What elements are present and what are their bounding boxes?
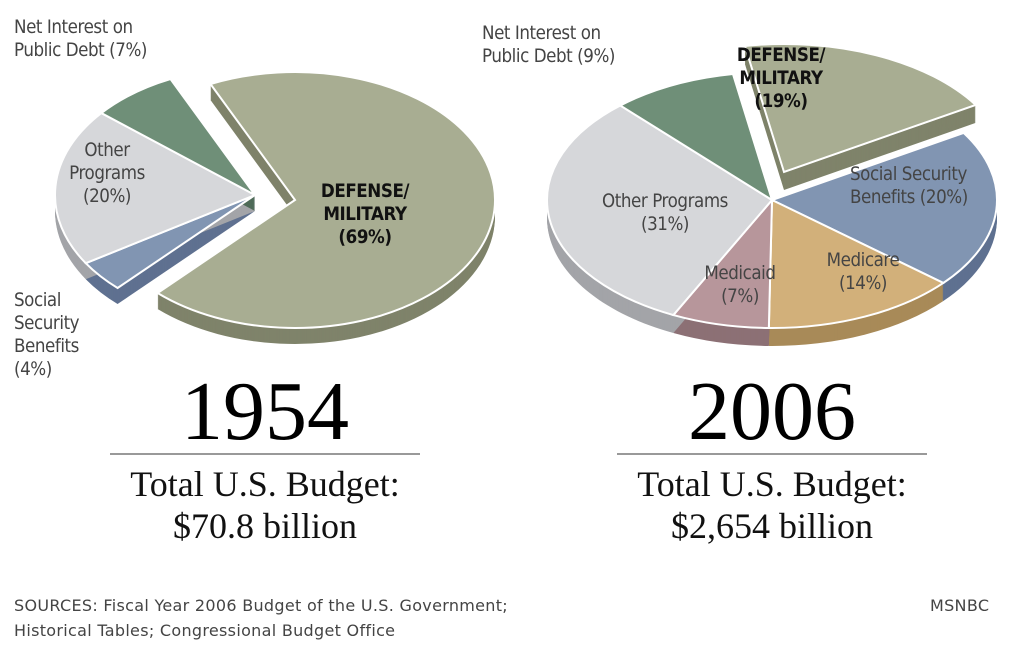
pie-slice-social-security-benefits bbox=[769, 131, 998, 285]
year-1954: 1954 bbox=[181, 365, 349, 458]
divider-2006 bbox=[617, 453, 927, 455]
total-2006: Total U.S. Budget: $2,654 billion bbox=[637, 464, 907, 546]
total-1954: Total U.S. Budget: $70.8 billion bbox=[130, 464, 400, 546]
pie-slice-net-interest-on-public-debt bbox=[618, 72, 774, 203]
credit-msnbc: MSNBC bbox=[930, 596, 990, 615]
sources-note: SOURCES: Fiscal Year 2006 Budget of the … bbox=[14, 596, 508, 640]
pie-slice-defense-military bbox=[155, 71, 496, 329]
label-1954-social-security: Social Security Benefits (4%) bbox=[14, 289, 80, 380]
pie-slice-other-programs bbox=[546, 104, 774, 317]
pie-slice-net-interest-on-public-debt bbox=[99, 77, 256, 196]
label-1954-other-programs: Other Programs (20%) bbox=[69, 139, 145, 207]
label-2006-medicare: Medicare (14%) bbox=[826, 249, 900, 294]
label-2006-other-programs: Other Programs (31%) bbox=[602, 190, 728, 235]
label-1954-net-interest: Net Interest on Public Debt (7%) bbox=[14, 16, 147, 61]
label-2006-social-security: Social Security Benefits (20%) bbox=[850, 163, 968, 208]
pie-slice-defense-military bbox=[743, 43, 978, 174]
pie-2006 bbox=[546, 43, 998, 346]
label-1954-defense: DEFENSE/MILITARY (69%) bbox=[320, 180, 410, 248]
pie-slice-other-programs bbox=[54, 111, 258, 265]
label-2006-net-interest: Net Interest on Public Debt (9%) bbox=[482, 22, 615, 67]
divider-1954 bbox=[110, 453, 420, 455]
pie-slice-medicare bbox=[767, 198, 946, 329]
pie-1954 bbox=[54, 71, 496, 344]
year-2006: 2006 bbox=[688, 365, 856, 458]
label-2006-defense: DEFENSE/MILITARY (19%) bbox=[736, 44, 826, 112]
label-2006-medicaid: Medicaid (7%) bbox=[704, 262, 776, 307]
